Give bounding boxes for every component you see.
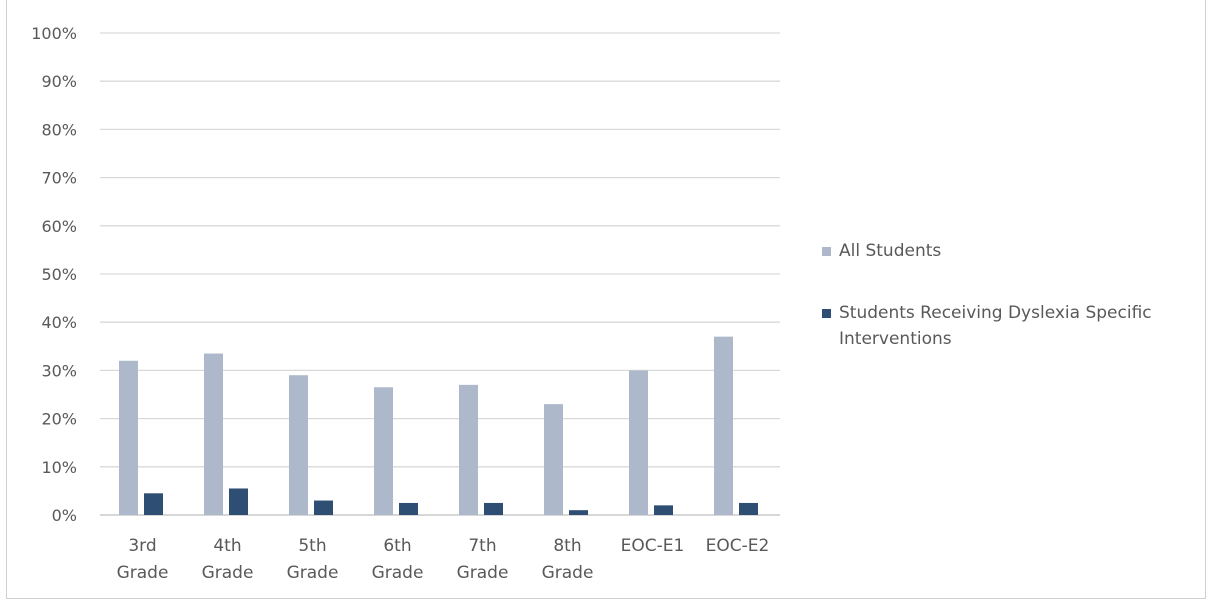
y-tick-label: 10% bbox=[41, 458, 77, 477]
y-tick-label: 80% bbox=[41, 120, 77, 139]
x-category-label: Grade bbox=[117, 563, 169, 583]
y-axis-tick-labels: 0% 10% 20% 30% 40% 50% 60% 70% 80% 90% 100% bbox=[31, 24, 77, 525]
x-category-label: Grade bbox=[202, 563, 254, 583]
x-category-label: EOC-E1 bbox=[621, 536, 685, 556]
legend-swatch-all-students bbox=[822, 247, 831, 256]
bar-dyslexia-interventions bbox=[654, 505, 673, 515]
x-category-label: 8th bbox=[553, 536, 581, 556]
bar-all-students bbox=[204, 353, 223, 515]
legend-label-dyslexia-interventions: Students Receiving Dyslexia Specific Int… bbox=[839, 303, 1152, 349]
x-category-label: 7th bbox=[468, 536, 496, 556]
chart-frame bbox=[6, 0, 1206, 599]
x-category-label: 3rd bbox=[128, 536, 156, 556]
bar-dyslexia-interventions bbox=[399, 502, 418, 515]
bar-dyslexia-interventions bbox=[144, 493, 163, 515]
x-category-label: EOC-E2 bbox=[706, 536, 770, 556]
legend-swatch-dyslexia-interventions bbox=[822, 309, 831, 318]
legend-item-dyslexia-interventions: Students Receiving Dyslexia Specific Int… bbox=[822, 300, 1202, 352]
gridlines bbox=[100, 32, 780, 516]
x-axis-category-labels: 3rd Grade 4th Grade 5th Grade 6th Grade 7th Grade… bbox=[117, 536, 770, 583]
y-tick-label: 100% bbox=[31, 24, 77, 43]
x-category-label: 6th bbox=[383, 536, 411, 556]
legend-item-all-students: All Students bbox=[822, 238, 1202, 264]
bar-all-students bbox=[629, 370, 648, 515]
legend-label-all-students: All Students bbox=[839, 241, 942, 261]
y-tick-label: 30% bbox=[41, 361, 77, 380]
y-tick-label: 90% bbox=[41, 72, 77, 91]
y-tick-label: 40% bbox=[41, 313, 77, 332]
x-category-label: Grade bbox=[542, 563, 594, 583]
bar-dyslexia-interventions bbox=[739, 502, 758, 515]
bar-dyslexia-interventions bbox=[484, 502, 503, 515]
y-tick-label: 20% bbox=[41, 410, 77, 429]
bar-all-students bbox=[289, 375, 308, 515]
bar-all-students bbox=[374, 387, 393, 515]
bars bbox=[119, 336, 758, 515]
x-category-label: Grade bbox=[457, 563, 509, 583]
bar-all-students bbox=[459, 384, 478, 515]
bar-all-students bbox=[119, 360, 138, 515]
legend: All Students Students Receiving Dyslexia… bbox=[822, 238, 1202, 388]
bar-dyslexia-interventions bbox=[314, 500, 333, 515]
bar-dyslexia-interventions bbox=[229, 488, 248, 515]
bar-all-students bbox=[544, 404, 563, 515]
y-tick-label: 70% bbox=[41, 169, 77, 188]
x-category-label: 5th bbox=[298, 536, 326, 556]
y-tick-label: 50% bbox=[41, 265, 77, 284]
x-category-label: 4th bbox=[213, 536, 241, 556]
y-tick-label: 0% bbox=[52, 506, 77, 525]
bar-all-students bbox=[714, 336, 733, 515]
x-category-label: Grade bbox=[372, 563, 424, 583]
bar-dyslexia-interventions bbox=[569, 510, 588, 515]
x-category-label: Grade bbox=[287, 563, 339, 583]
y-tick-label: 60% bbox=[41, 217, 77, 236]
